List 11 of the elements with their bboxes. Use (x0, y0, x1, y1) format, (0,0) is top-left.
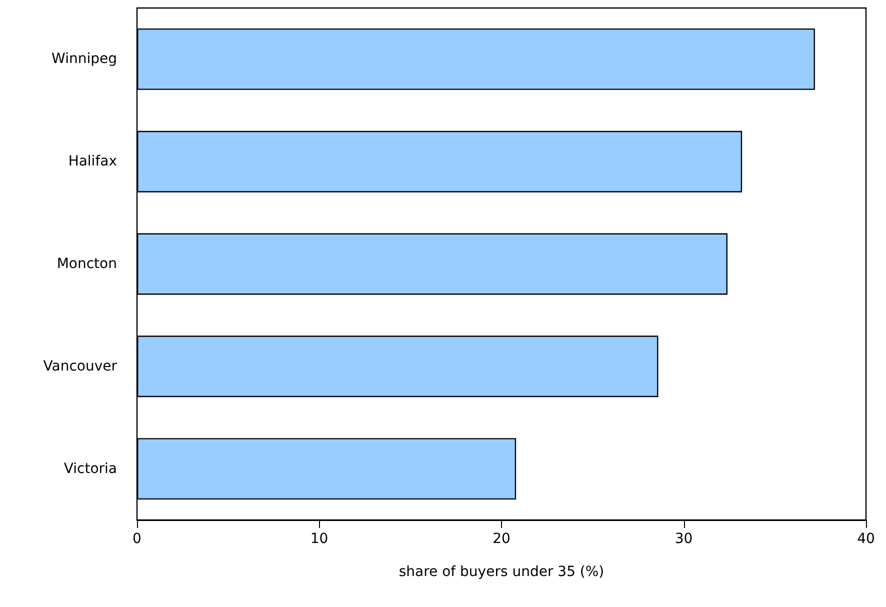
x-tick-label: 40 (857, 531, 875, 547)
x-axis-title: share of buyers under 35 (%) (398, 564, 604, 580)
x-tick-label: 20 (492, 531, 510, 547)
x-tick-label: 30 (674, 531, 693, 547)
y-tick-label: Vancouver (43, 358, 118, 374)
x-tick-label: 0 (132, 531, 142, 547)
y-tick-label: Winnipeg (52, 51, 117, 68)
y-tick-label: Moncton (56, 256, 117, 272)
x-tick-label: 10 (310, 531, 328, 547)
y-tick-label: Halifax (68, 154, 117, 170)
y-tick-label: Victoria (64, 460, 117, 477)
